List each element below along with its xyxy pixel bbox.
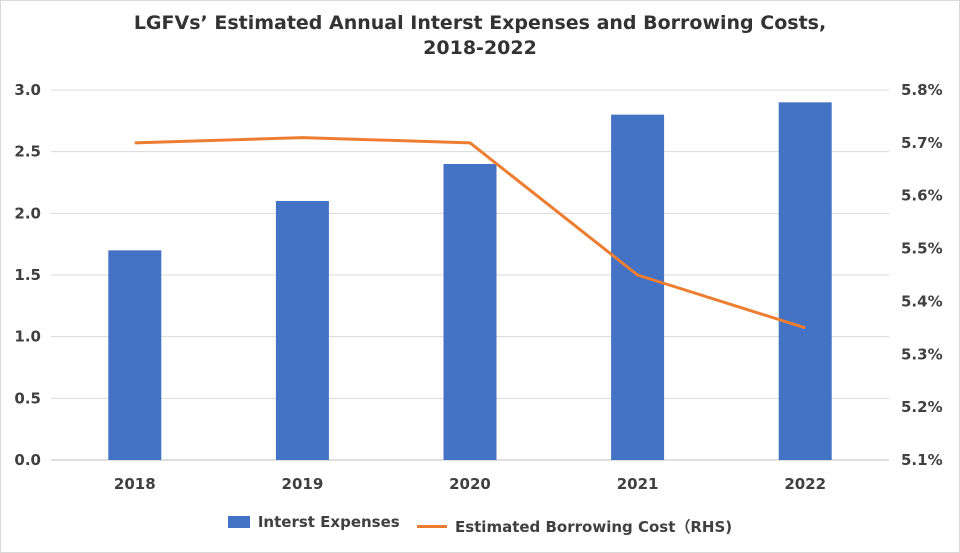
line-path xyxy=(134,136,806,330)
legend-line-label: Estimated Borrowing Cost（RHS) xyxy=(454,518,733,536)
left-tick-label: 1.0 xyxy=(14,328,41,346)
right-tick-label: 5.1% xyxy=(901,451,943,469)
x-tick-label: 2020 xyxy=(449,475,491,493)
bar xyxy=(611,114,665,461)
legend-bar-label: Interst Expenses xyxy=(257,513,400,531)
x-tick-label: 2021 xyxy=(617,475,659,493)
chart-title-line-2: 2018-2022 xyxy=(423,37,537,59)
line-series xyxy=(134,136,806,330)
x-tick-label: 2022 xyxy=(784,475,826,493)
right-tick-label: 5.7% xyxy=(901,134,943,152)
left-tick-label: 2.5 xyxy=(14,143,41,161)
right-tick-label: 5.8% xyxy=(901,81,943,99)
x-tick-label: 2019 xyxy=(282,475,324,493)
bar xyxy=(778,102,832,460)
bar xyxy=(108,250,162,460)
x-axis-ticks: 2018 2019 2020 2021 2022 xyxy=(114,475,826,493)
bar xyxy=(275,201,329,460)
left-tick-label: 2.0 xyxy=(14,204,41,222)
right-tick-label: 5.4% xyxy=(901,292,943,310)
legend-item-bar: Interst Expenses xyxy=(227,513,400,531)
left-tick-label: 0.5 xyxy=(14,389,41,407)
bar-series xyxy=(108,102,832,461)
legend-item-line: Estimated Borrowing Cost（RHS) xyxy=(416,516,733,537)
left-axis-ticks: 0.0 0.5 1.0 1.5 2.0 2.5 3.0 xyxy=(14,81,41,469)
chart-title-line-1: LGFVs’ Estimated Annual Interst Expenses… xyxy=(133,12,827,34)
right-tick-label: 5.6% xyxy=(901,187,943,205)
right-tick-label: 5.2% xyxy=(901,398,943,416)
legend-line-swatch xyxy=(416,525,447,528)
left-tick-label: 1.5 xyxy=(14,266,41,284)
gridlines xyxy=(51,89,889,461)
right-axis-ticks: 5.1% 5.2% 5.3% 5.4% 5.5% 5.6% 5.7% 5.8% xyxy=(901,81,943,469)
right-tick-label: 5.3% xyxy=(901,345,943,363)
legend: Interst Expenses Estimated Borrowing Cos… xyxy=(1,513,959,537)
x-tick-label: 2018 xyxy=(114,475,156,493)
chart-title: LGFVs’ Estimated Annual Interst Expenses… xyxy=(1,11,959,61)
left-tick-label: 3.0 xyxy=(14,81,41,99)
bar xyxy=(443,164,497,460)
right-tick-label: 5.5% xyxy=(901,240,943,258)
legend-bar-swatch xyxy=(227,516,250,528)
left-tick-label: 0.0 xyxy=(14,451,41,469)
